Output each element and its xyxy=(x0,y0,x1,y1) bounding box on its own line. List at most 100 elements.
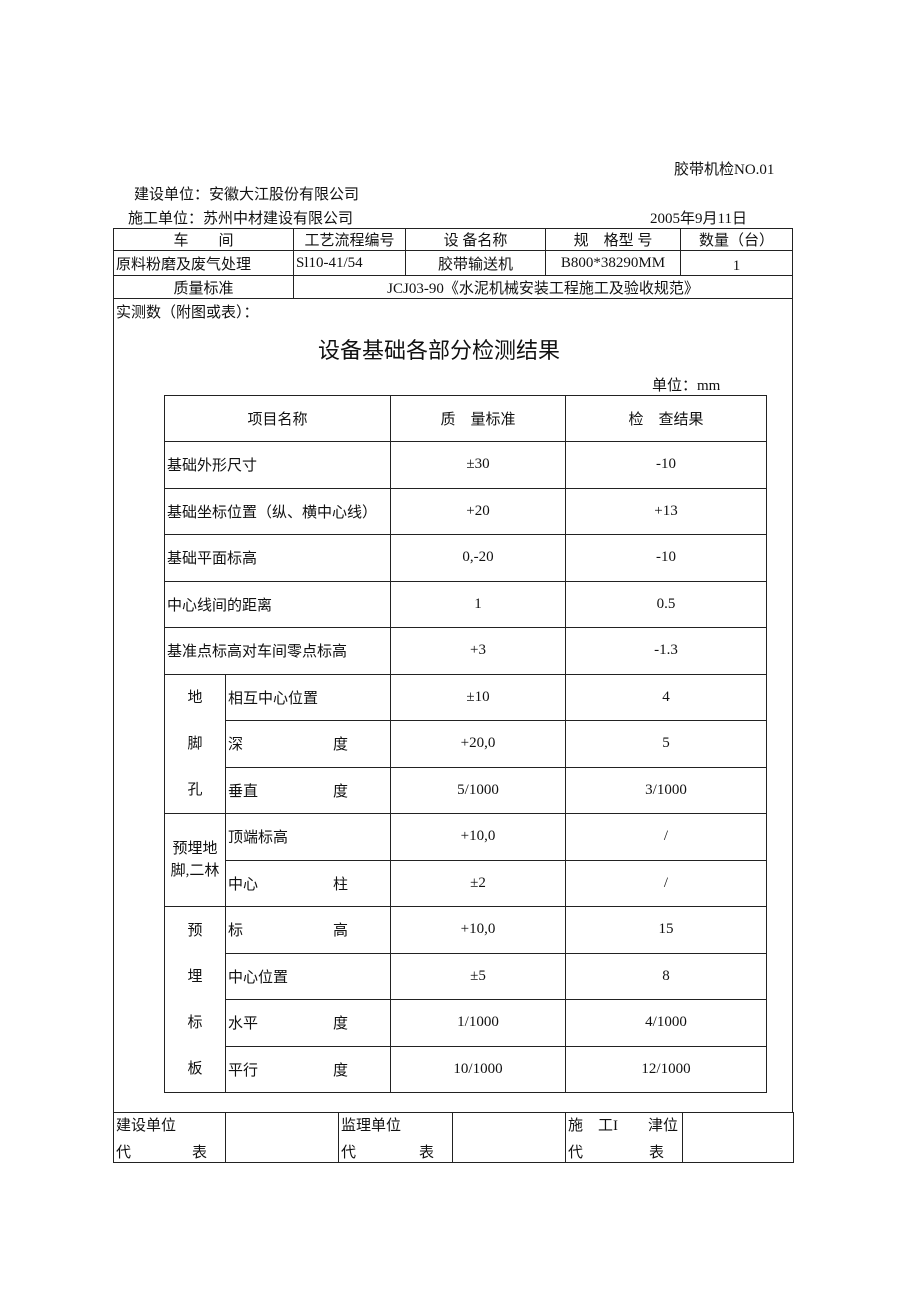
table-row: 基础外形尺寸 ±30 -10 xyxy=(163,441,768,489)
item-name: 中心线间的距离 xyxy=(163,580,392,628)
item-name: 中心位置 xyxy=(224,952,392,1000)
construct-unit: 施工单位：苏州中材建设有限公司 xyxy=(128,211,354,227)
table-row: 中心 柱 ±2/ xyxy=(165,859,768,907)
item-name: 标高 xyxy=(224,906,392,954)
col-spec: 规 格型 号 xyxy=(545,228,681,251)
col-workshop: 车 间 xyxy=(113,228,294,251)
doc-number: 胶带机检NO.01 xyxy=(674,162,775,178)
item-name-a: 水平 xyxy=(228,1016,259,1033)
rep-b: 表 xyxy=(648,1144,664,1161)
group-label-text: 地 xyxy=(187,689,203,706)
signature-label: 建设单位代 表 xyxy=(113,1112,226,1163)
group-label-text: 预埋地 xyxy=(172,841,218,857)
item-name-b: 高 xyxy=(333,923,349,940)
header-item: 项目名称 xyxy=(163,395,392,442)
group-label-text: 脚,二林 xyxy=(170,863,220,879)
table-row: 垂直 度 5/1000 3/1000 xyxy=(165,766,768,814)
item-name: 水平 度 xyxy=(224,999,392,1047)
item-result: 8 xyxy=(565,952,768,1000)
item-name-a: 垂直 xyxy=(228,783,259,800)
item-standard: +10,0 xyxy=(390,906,567,954)
rep-a: 代 xyxy=(116,1144,132,1161)
table-row: 水平 度 1/1000 4/1000 xyxy=(165,999,768,1047)
item-result: 3/1000 xyxy=(565,766,768,814)
col-process-no: 工艺流程编号 xyxy=(293,228,406,251)
item-result: 4/1000 xyxy=(565,999,768,1047)
item-name-b: 度 xyxy=(333,783,349,800)
group-label-text: 板 xyxy=(187,1060,203,1077)
item-name-a: 中心 xyxy=(228,876,259,893)
signature-label: 监理单位代 表 xyxy=(338,1112,453,1163)
item-standard: +3 xyxy=(390,627,567,675)
group-label: 预埋标板 xyxy=(164,906,226,1093)
item-result: 4 xyxy=(565,673,768,721)
item-name: 顶端标高 xyxy=(224,813,392,861)
equipment-value: 胶带输送机 xyxy=(405,250,546,276)
signature-field[interactable] xyxy=(452,1112,566,1163)
item-result: 12/1000 xyxy=(565,1045,768,1093)
table-row: 基准点标高对车间零点标高 +3 -1.3 xyxy=(163,627,768,675)
item-name-a: 相互中心位置 xyxy=(228,690,319,707)
col-quantity: 数量（台） xyxy=(680,228,793,251)
item-standard: +10,0 xyxy=(390,813,567,861)
item-result: +13 xyxy=(565,487,768,535)
item-standard: 1/1000 xyxy=(390,999,567,1047)
header-standard: 质 量标准 xyxy=(390,395,567,442)
item-standard: ±2 xyxy=(390,859,567,907)
rep-a: 代 xyxy=(341,1144,357,1161)
item-name: 基础平面标高 xyxy=(163,534,392,582)
signature-unit: 建设单位 xyxy=(116,1117,177,1134)
table-row: 中心位置 ±5 8 xyxy=(165,952,768,1000)
item-result: 5 xyxy=(565,720,768,768)
group-label-text: 孔 xyxy=(187,781,203,798)
signature-field[interactable] xyxy=(225,1112,339,1163)
group-label: 地脚孔 xyxy=(164,673,226,814)
table-row: 深度 +20,0 5 xyxy=(165,720,768,768)
item-name: 深度 xyxy=(224,720,392,768)
signature-unit: 监理单位 xyxy=(341,1117,402,1134)
item-result: -10 xyxy=(565,441,768,489)
build-unit: 建设单位：安徽大江股份有限公司 xyxy=(134,187,360,203)
group-label-text: 预 xyxy=(187,922,203,939)
date: 2005年9月11日 xyxy=(650,211,747,227)
item-standard: 10/1000 xyxy=(390,1045,567,1093)
process-no-value: Sl10-41/54 xyxy=(293,250,406,276)
item-name: 平行 度 xyxy=(224,1045,392,1093)
item-name: 基础外形尺寸 xyxy=(163,441,392,489)
item-name: 垂直 度 xyxy=(224,766,392,814)
group-label-text: 脚 xyxy=(187,735,203,752)
table-row: 预埋标板标高 +10,0 15 xyxy=(164,906,768,1093)
rep-b: 表 xyxy=(418,1144,434,1161)
item-standard: ±10 xyxy=(390,673,567,721)
item-standard: ±30 xyxy=(390,441,567,489)
item-result: 0.5 xyxy=(565,580,768,628)
group-label: 预埋地脚,二林 xyxy=(164,813,226,907)
item-result: / xyxy=(565,859,768,907)
col-equipment: 设 备名称 xyxy=(405,228,546,251)
item-name-a: 中心位置 xyxy=(228,969,289,986)
header-result: 检 查结果 xyxy=(565,395,768,442)
item-result: / xyxy=(565,813,768,861)
item-result: -1.3 xyxy=(565,627,768,675)
item-name-a: 深 xyxy=(228,737,244,754)
signature-field[interactable] xyxy=(682,1112,794,1163)
item-name: 基准点标高对车间零点标高 xyxy=(163,627,392,675)
table-row: 中心线间的距离 1 0.5 xyxy=(163,580,768,628)
signature-label: 施 工I 津位代 表 xyxy=(565,1112,683,1163)
item-name-b: 柱 xyxy=(333,876,349,893)
item-name-b: 度 xyxy=(333,737,349,754)
item-result: 15 xyxy=(565,906,768,954)
rep-b: 表 xyxy=(191,1144,207,1161)
item-standard: 0,-20 xyxy=(390,534,567,582)
rep-a: 代 xyxy=(568,1144,584,1161)
item-name: 相互中心位置 xyxy=(224,673,392,721)
item-name-b: 度 xyxy=(333,1062,349,1079)
unit-label: 单位：mm xyxy=(652,378,721,394)
item-name-a: 标 xyxy=(228,923,244,940)
quality-value: JCJ03-90《水泥机械安装工程施工及验收规范》 xyxy=(293,275,793,299)
table-row: 平行 度 10/1000 12/1000 xyxy=(165,1045,768,1093)
table-row: 基础坐标位置（纵、横中心线） +20 +13 xyxy=(163,487,768,535)
item-standard: 5/1000 xyxy=(390,766,567,814)
workshop-value: 原料粉磨及废气处理 xyxy=(113,250,294,276)
